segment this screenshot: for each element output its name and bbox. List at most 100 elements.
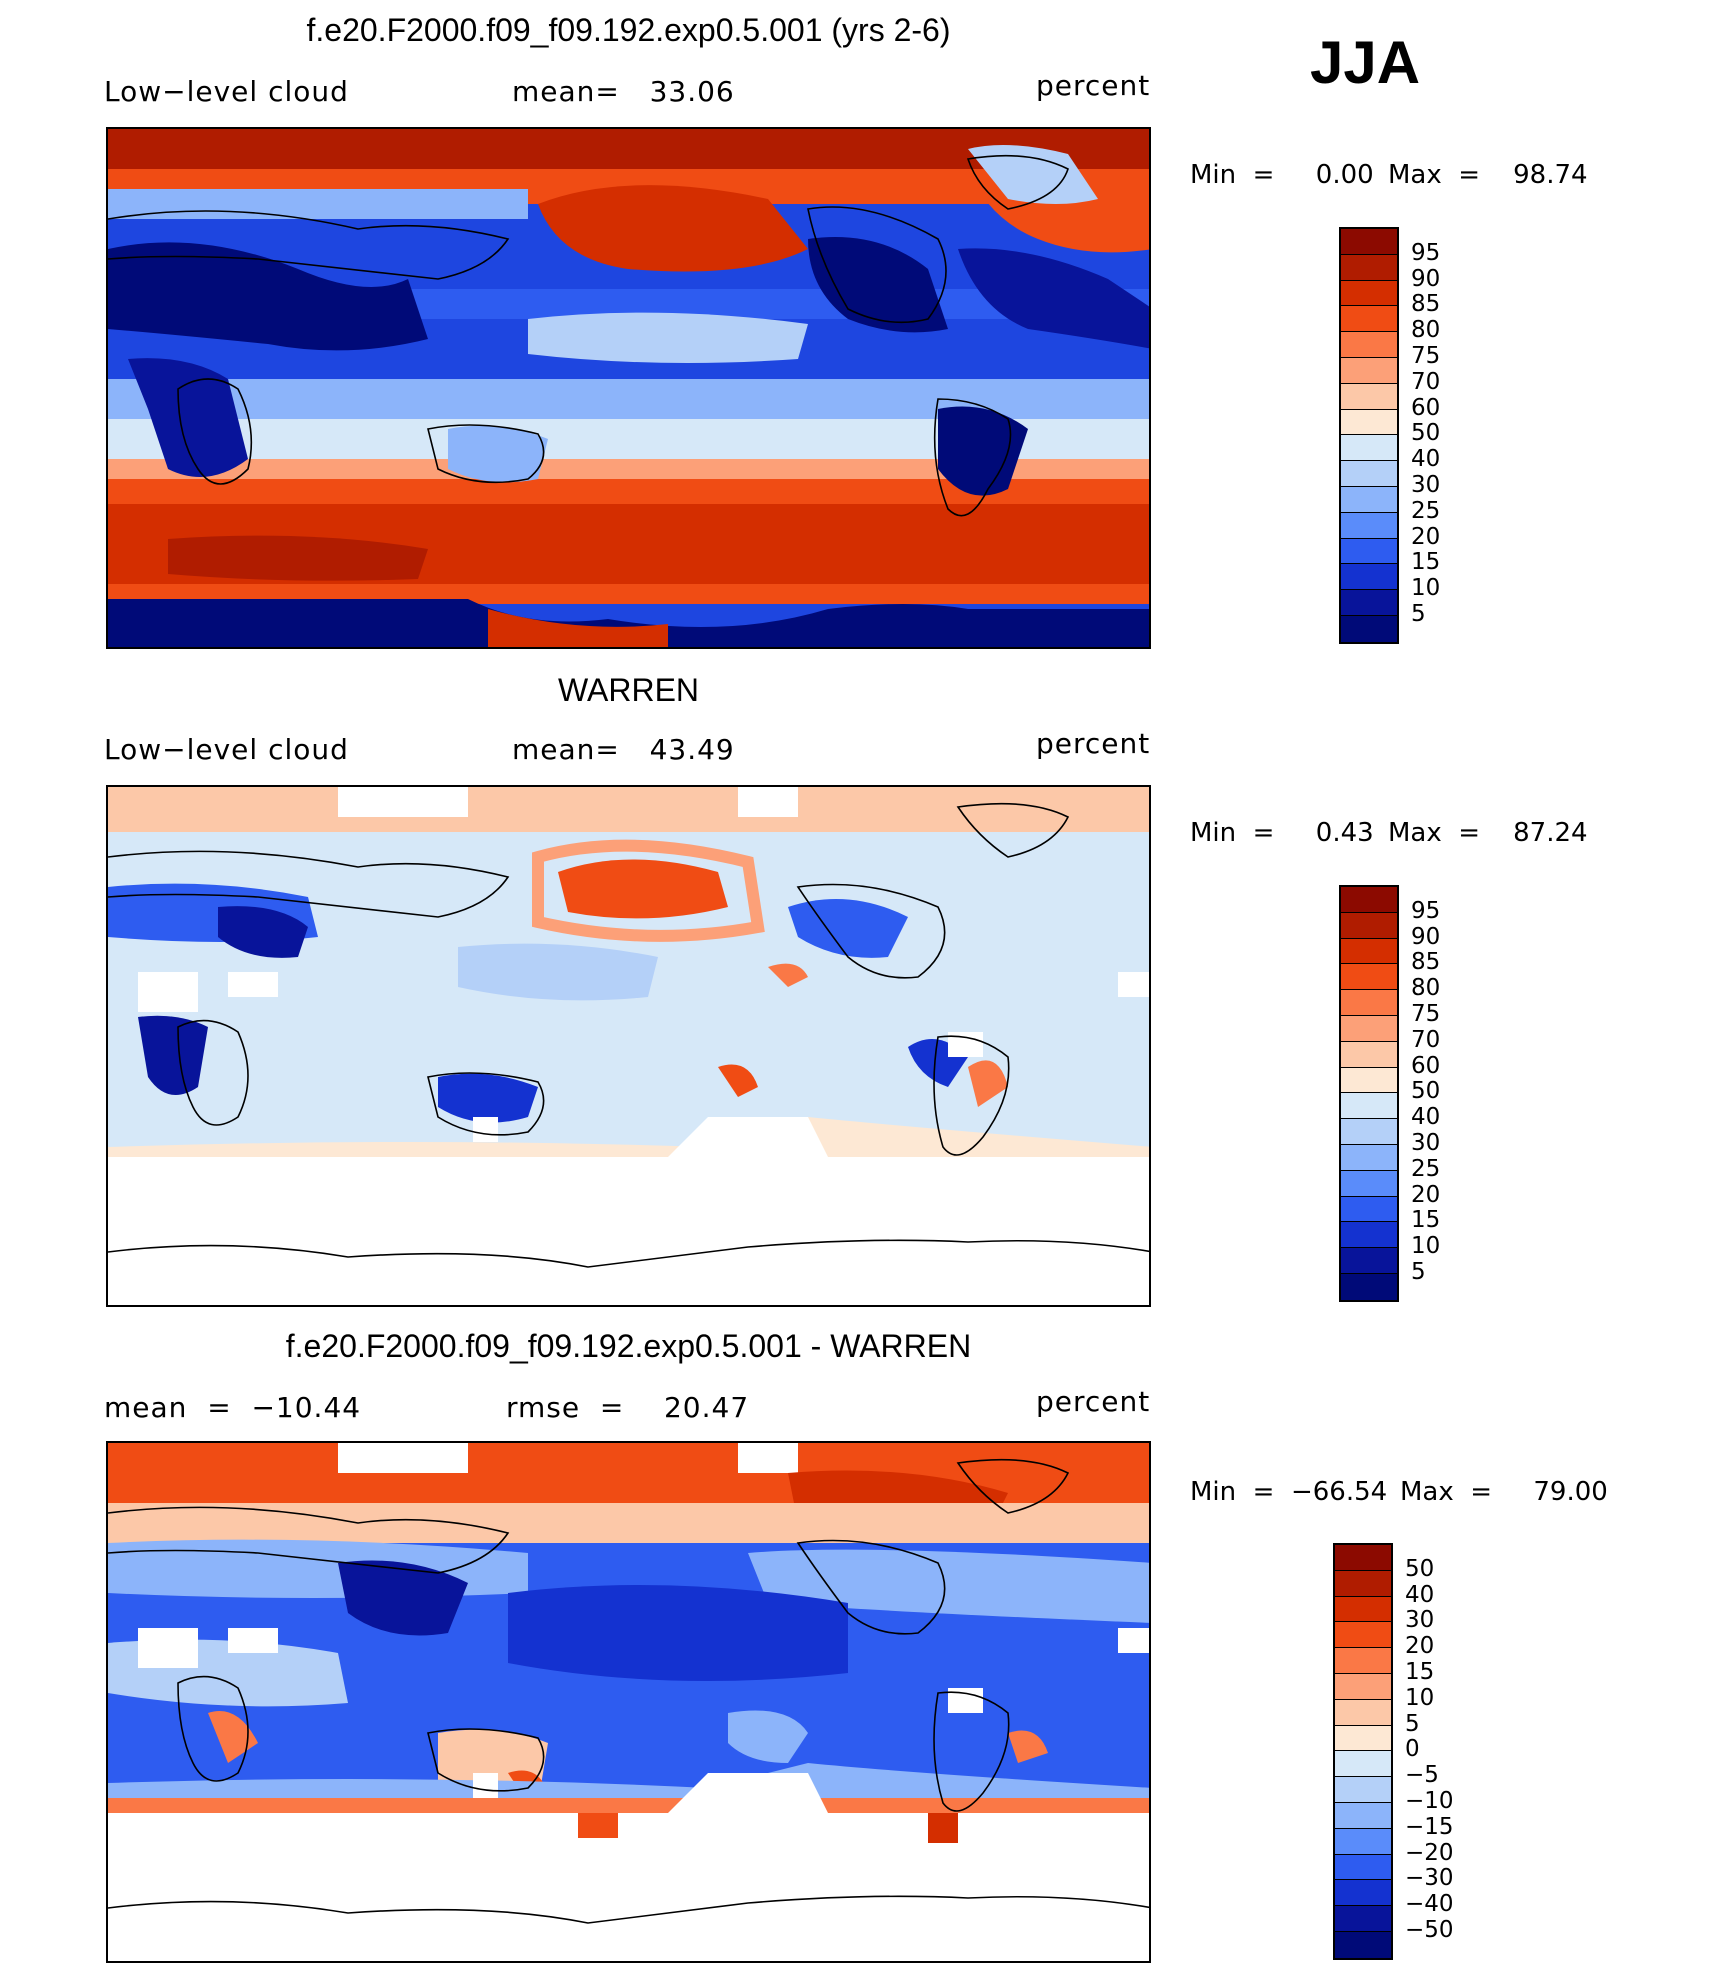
panel-2-variable-label: Low−level cloud <box>104 733 349 766</box>
colorbar-tick-label: 10 <box>1411 1233 1441 1260</box>
colorbar-swatch <box>1335 1596 1391 1623</box>
colorbar-tick-label: 80 <box>1411 975 1441 1002</box>
colorbar-swatch <box>1341 1222 1397 1249</box>
colorbar-tick-label: −10 <box>1405 1788 1454 1814</box>
colorbar-tick-label: 60 <box>1411 1052 1441 1079</box>
colorbar-swatch <box>1341 912 1397 939</box>
colorbar-swatch <box>1335 1673 1391 1700</box>
panel-3-title: f.e20.F2000.f09_f09.192.exp0.5.001 - WAR… <box>285 1328 972 1364</box>
colorbar-tick-label: 40 <box>1411 446 1441 473</box>
panel-1-mean-label: mean= 33.06 <box>512 75 735 108</box>
colorbar-tick-label: 15 <box>1411 549 1441 576</box>
colorbar-swatch <box>1341 538 1397 565</box>
colorbar-tick-label: 40 <box>1405 1581 1435 1608</box>
colorbar-swatch <box>1335 1648 1391 1674</box>
colorbar-swatch <box>1341 1093 1397 1120</box>
colorbar-tick-label: 85 <box>1411 291 1441 318</box>
colorbar-swatch <box>1341 512 1397 539</box>
colorbar-swatch <box>1341 383 1397 410</box>
panel-1-map <box>106 127 1151 649</box>
colorbar-swatch <box>1335 1802 1391 1829</box>
colorbar-swatch <box>1341 435 1397 462</box>
colorbar-swatch <box>1341 887 1397 913</box>
panel-3-max-label: Max = 79.00 <box>1400 1477 1608 1507</box>
colorbar-tick-label: −15 <box>1405 1813 1454 1840</box>
colorbar-tick-label: 25 <box>1411 497 1441 524</box>
colorbar-swatch <box>1341 1119 1397 1145</box>
colorbar-swatch <box>1335 1570 1391 1597</box>
colorbar-tick-label: 30 <box>1411 472 1441 498</box>
colorbar-tick-label: 20 <box>1411 1181 1441 1208</box>
colorbar-swatch <box>1341 280 1397 307</box>
colorbar-swatch <box>1335 1777 1391 1803</box>
colorbar-swatch <box>1341 1041 1397 1068</box>
colorbar-tick-label: 25 <box>1411 1155 1441 1182</box>
colorbar-tick-label: 5 <box>1411 601 1426 627</box>
colorbar-swatch <box>1341 1144 1397 1171</box>
colorbar-tick-label: −5 <box>1405 1762 1439 1789</box>
colorbar-swatch <box>1341 1248 1397 1274</box>
colorbar-swatch <box>1335 1931 1391 1958</box>
colorbar-tick-label: −40 <box>1405 1891 1454 1918</box>
panel-1-min-label: Min = 0.00 <box>1190 160 1374 190</box>
colorbar-tick-label: 5 <box>1405 1710 1420 1737</box>
colorbar-swatch <box>1341 357 1397 384</box>
panel-3-min-label: Min = −66.54 <box>1190 1477 1388 1507</box>
panel-1-max-label: Max = 98.74 <box>1388 160 1588 190</box>
panel-3-rmse-label: rmse = 20.47 <box>506 1391 750 1424</box>
panel-2-mean-label: mean= 43.49 <box>512 733 735 766</box>
panel-1-title: f.e20.F2000.f09_f09.192.exp0.5.001 (yrs … <box>306 12 951 48</box>
colorbar-swatch <box>1341 615 1397 642</box>
colorbar-swatch <box>1341 409 1397 436</box>
colorbar-tick-label: 70 <box>1411 1026 1441 1053</box>
panel-2-min-label: Min = 0.43 <box>1190 818 1374 848</box>
colorbar-tick-label: 20 <box>1405 1633 1435 1660</box>
panel-3-mean-label: mean = −10.44 <box>104 1391 362 1424</box>
colorbar-tick-label: 95 <box>1411 897 1441 924</box>
colorbar-tick-label: 80 <box>1411 317 1441 344</box>
colorbar-tick-label: 50 <box>1411 1078 1441 1105</box>
colorbar-swatch <box>1335 1545 1391 1571</box>
colorbar-tick-label: 10 <box>1411 575 1441 602</box>
colorbar-tick-label: −30 <box>1405 1865 1454 1892</box>
colorbar-swatch <box>1335 1751 1391 1778</box>
colorbar-swatch <box>1341 254 1397 281</box>
panel-2-max-label: Max = 87.24 <box>1388 818 1588 848</box>
colorbar-swatch <box>1341 590 1397 616</box>
colorbar-tick-label: 5 <box>1411 1259 1426 1285</box>
colorbar-swatch <box>1341 229 1397 255</box>
colorbar-swatch <box>1341 1273 1397 1300</box>
colorbar-tick-label: 90 <box>1411 265 1441 292</box>
panel-1-units-label: percent <box>1036 69 1151 102</box>
colorbar-swatch <box>1341 486 1397 513</box>
colorbar-swatch <box>1341 964 1397 991</box>
colorbar-swatch <box>1335 1622 1391 1649</box>
season-label: JJA <box>1310 29 1421 96</box>
colorbar-tick-label: 75 <box>1411 1001 1441 1027</box>
colorbar-swatch <box>1341 1067 1397 1094</box>
colorbar-tick-label: 30 <box>1405 1607 1435 1634</box>
colorbar-tick-label: 15 <box>1411 1207 1441 1234</box>
panel-3-map <box>106 1441 1151 1963</box>
panel-2-map <box>106 785 1151 1307</box>
colorbar-tick-label: 75 <box>1411 343 1441 369</box>
colorbar-tick-label: 30 <box>1411 1130 1441 1156</box>
panel-3-units-label: percent <box>1036 1385 1151 1418</box>
colorbar-swatch <box>1335 1828 1391 1855</box>
colorbar-tick-label: 95 <box>1411 239 1441 266</box>
panel-2-colorbar <box>1339 885 1399 1302</box>
colorbar-swatch <box>1335 1854 1391 1881</box>
panel-3-colorbar <box>1333 1543 1393 1960</box>
colorbar-swatch <box>1341 461 1397 487</box>
colorbar-tick-label: 0 <box>1405 1736 1420 1763</box>
colorbar-tick-label: −20 <box>1405 1839 1454 1866</box>
panel-2-title: WARREN <box>557 672 700 708</box>
colorbar-swatch <box>1341 1170 1397 1197</box>
colorbar-swatch <box>1341 938 1397 965</box>
colorbar-swatch <box>1341 1196 1397 1223</box>
colorbar-swatch <box>1341 990 1397 1016</box>
colorbar-swatch <box>1341 564 1397 591</box>
colorbar-swatch <box>1335 1699 1391 1726</box>
panel-1-colorbar <box>1339 227 1399 644</box>
colorbar-tick-label: 20 <box>1411 523 1441 550</box>
